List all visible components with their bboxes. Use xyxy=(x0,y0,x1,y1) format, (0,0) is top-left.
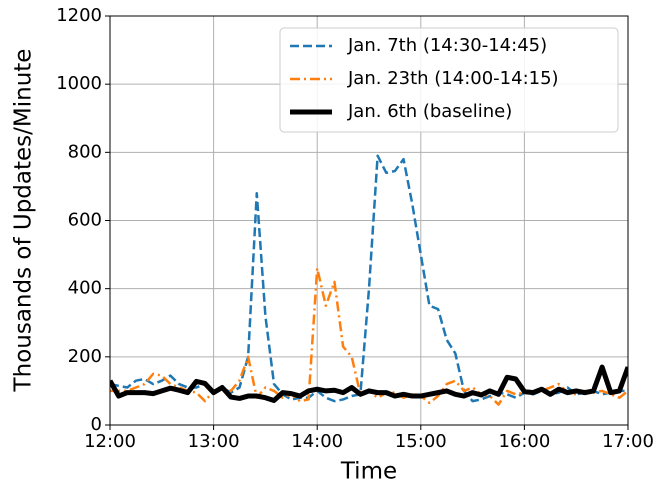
x-axis-label: Time xyxy=(340,459,397,485)
y-tick-label: 1000 xyxy=(56,73,102,94)
series-line xyxy=(110,154,628,403)
legend-label: Jan. 6th (baseline) xyxy=(347,101,512,122)
plot-lines xyxy=(110,154,628,406)
y-tick-label: 400 xyxy=(68,278,102,299)
x-tick-label: 12:00 xyxy=(84,431,136,452)
legend-label: Jan. 23th (14:00-14:15) xyxy=(347,68,559,89)
plot-frame xyxy=(109,15,629,426)
x-tick-label: 14:00 xyxy=(291,431,343,452)
x-tick-label: 15:00 xyxy=(395,431,447,452)
x-tick-label: 13:00 xyxy=(188,431,240,452)
series-line xyxy=(110,364,628,403)
legend-label: Jan. 7th (14:30-14:45) xyxy=(347,35,547,56)
y-tick-label: 1200 xyxy=(56,5,102,26)
y-tick-label: 200 xyxy=(68,346,102,367)
legend-box xyxy=(279,27,619,133)
y-tick-label: 600 xyxy=(68,210,102,231)
x-tick-label: 16:00 xyxy=(498,431,550,452)
y-tick-label: 800 xyxy=(68,141,102,162)
x-tick-label: 17:00 xyxy=(602,431,654,452)
y-axis-label: Thousands of Updates/Minute xyxy=(11,49,37,393)
y-tick-label: 0 xyxy=(91,414,102,435)
